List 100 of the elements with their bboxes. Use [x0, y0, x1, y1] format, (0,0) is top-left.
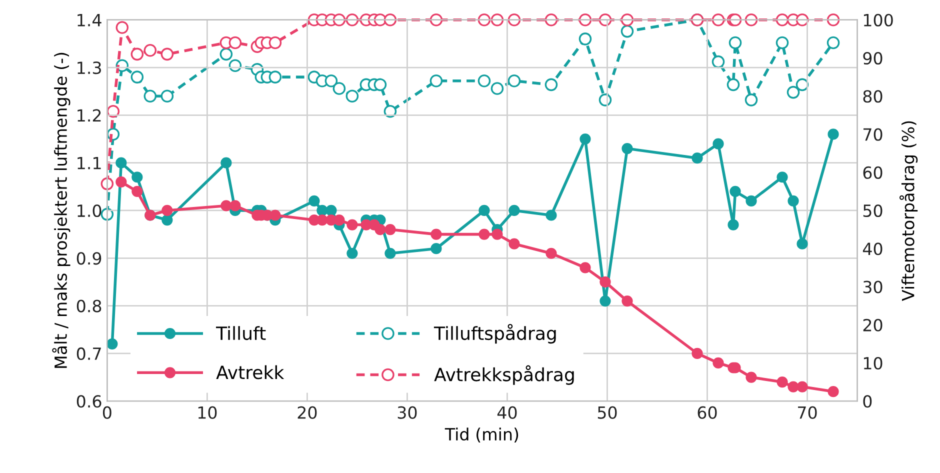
- point: [490, 82, 504, 95]
- y2-tick-label: 90: [863, 52, 882, 65]
- y2-axis-title: Viftemotorpådrag (%): [900, 121, 918, 301]
- x-tick-label: 40: [497, 406, 517, 419]
- point: [106, 338, 118, 350]
- y2-tick-label: 40: [862, 242, 882, 256]
- point: [712, 138, 724, 150]
- point: [600, 276, 611, 288]
- point: [332, 13, 346, 26]
- point: [744, 94, 758, 106]
- y2-tick-label: 20: [863, 318, 882, 332]
- y2-tick-label: 10: [864, 356, 882, 370]
- point: [728, 219, 739, 230]
- point: [162, 204, 173, 216]
- y-tick-label: 0.9: [76, 252, 102, 265]
- point: [116, 157, 127, 168]
- y2-tick-label: 80: [863, 90, 882, 103]
- point: [622, 142, 633, 154]
- point: [828, 386, 839, 398]
- point: [384, 248, 396, 259]
- point: [230, 200, 241, 212]
- y-tick-label: 1.2: [78, 109, 101, 122]
- point: [788, 195, 799, 207]
- point: [478, 228, 490, 240]
- point: [430, 74, 443, 88]
- point: [324, 74, 338, 88]
- point: [316, 214, 328, 226]
- point: [220, 48, 233, 61]
- point: [622, 295, 633, 307]
- y-tick-label: 1.0: [78, 204, 102, 218]
- point: [712, 13, 725, 26]
- point: [796, 78, 809, 92]
- point: [220, 200, 232, 212]
- y-tick-label: 0.8: [76, 300, 102, 312]
- legend-label: Avtrekkspådrag: [434, 365, 574, 385]
- point: [776, 36, 789, 50]
- point: [490, 13, 504, 26]
- point: [712, 55, 725, 68]
- point: [116, 176, 127, 188]
- x-tick-label: 70: [798, 406, 817, 419]
- x-tick-label: 0: [102, 406, 112, 419]
- point: [796, 238, 808, 250]
- point: [132, 186, 143, 197]
- point: [346, 248, 358, 259]
- point: [580, 133, 591, 145]
- point: [130, 48, 144, 61]
- point: [776, 376, 788, 388]
- y2-tick-label: 50: [863, 204, 882, 218]
- point: [786, 86, 800, 99]
- point: [144, 90, 157, 103]
- point: [712, 357, 724, 369]
- x-tick-label: 60: [698, 406, 717, 419]
- point: [270, 210, 281, 221]
- point: [744, 13, 758, 26]
- point: [268, 36, 282, 50]
- point: [160, 48, 174, 61]
- x-axis-title: Tid (min): [444, 428, 518, 443]
- point: [162, 214, 173, 226]
- point: [546, 248, 557, 259]
- point: [346, 13, 359, 26]
- point: [730, 186, 741, 197]
- point: [692, 348, 703, 360]
- x-tick-label: 20: [298, 406, 317, 419]
- y-tick-label: 1.1: [78, 157, 101, 170]
- point: [580, 262, 591, 274]
- point: [508, 13, 521, 26]
- y2-tick-label: 70: [864, 128, 882, 141]
- point: [620, 13, 634, 26]
- point: [508, 238, 520, 250]
- point: [346, 219, 358, 230]
- point: [796, 381, 808, 392]
- point: [374, 224, 386, 236]
- point: [492, 228, 503, 240]
- legend-label: Tilluft: [216, 326, 266, 340]
- x-tick-label: 50: [598, 406, 617, 419]
- y2-tick-label: 100: [864, 14, 893, 26]
- point: [546, 210, 557, 221]
- x-tick-label: 10: [198, 406, 217, 419]
- point: [384, 224, 396, 236]
- point: [478, 204, 490, 216]
- point: [374, 78, 387, 92]
- point: [788, 381, 799, 392]
- point: [268, 70, 282, 84]
- point: [726, 78, 740, 92]
- point: [600, 295, 611, 307]
- point: [746, 195, 757, 207]
- point: [776, 172, 788, 183]
- point: [544, 13, 558, 26]
- y-tick-label: 0.7: [76, 347, 101, 360]
- point: [384, 13, 397, 26]
- point: [578, 13, 592, 26]
- y-axis-title: Målt / maks prosjektert luftmengde (-): [52, 52, 70, 368]
- point: [132, 172, 143, 183]
- point: [346, 90, 359, 103]
- y-tick-label: 0.6: [76, 395, 102, 408]
- point: [144, 44, 157, 57]
- point: [228, 36, 242, 50]
- point: [430, 243, 442, 254]
- point: [228, 59, 242, 72]
- legend-label: Avtrekk: [216, 365, 284, 380]
